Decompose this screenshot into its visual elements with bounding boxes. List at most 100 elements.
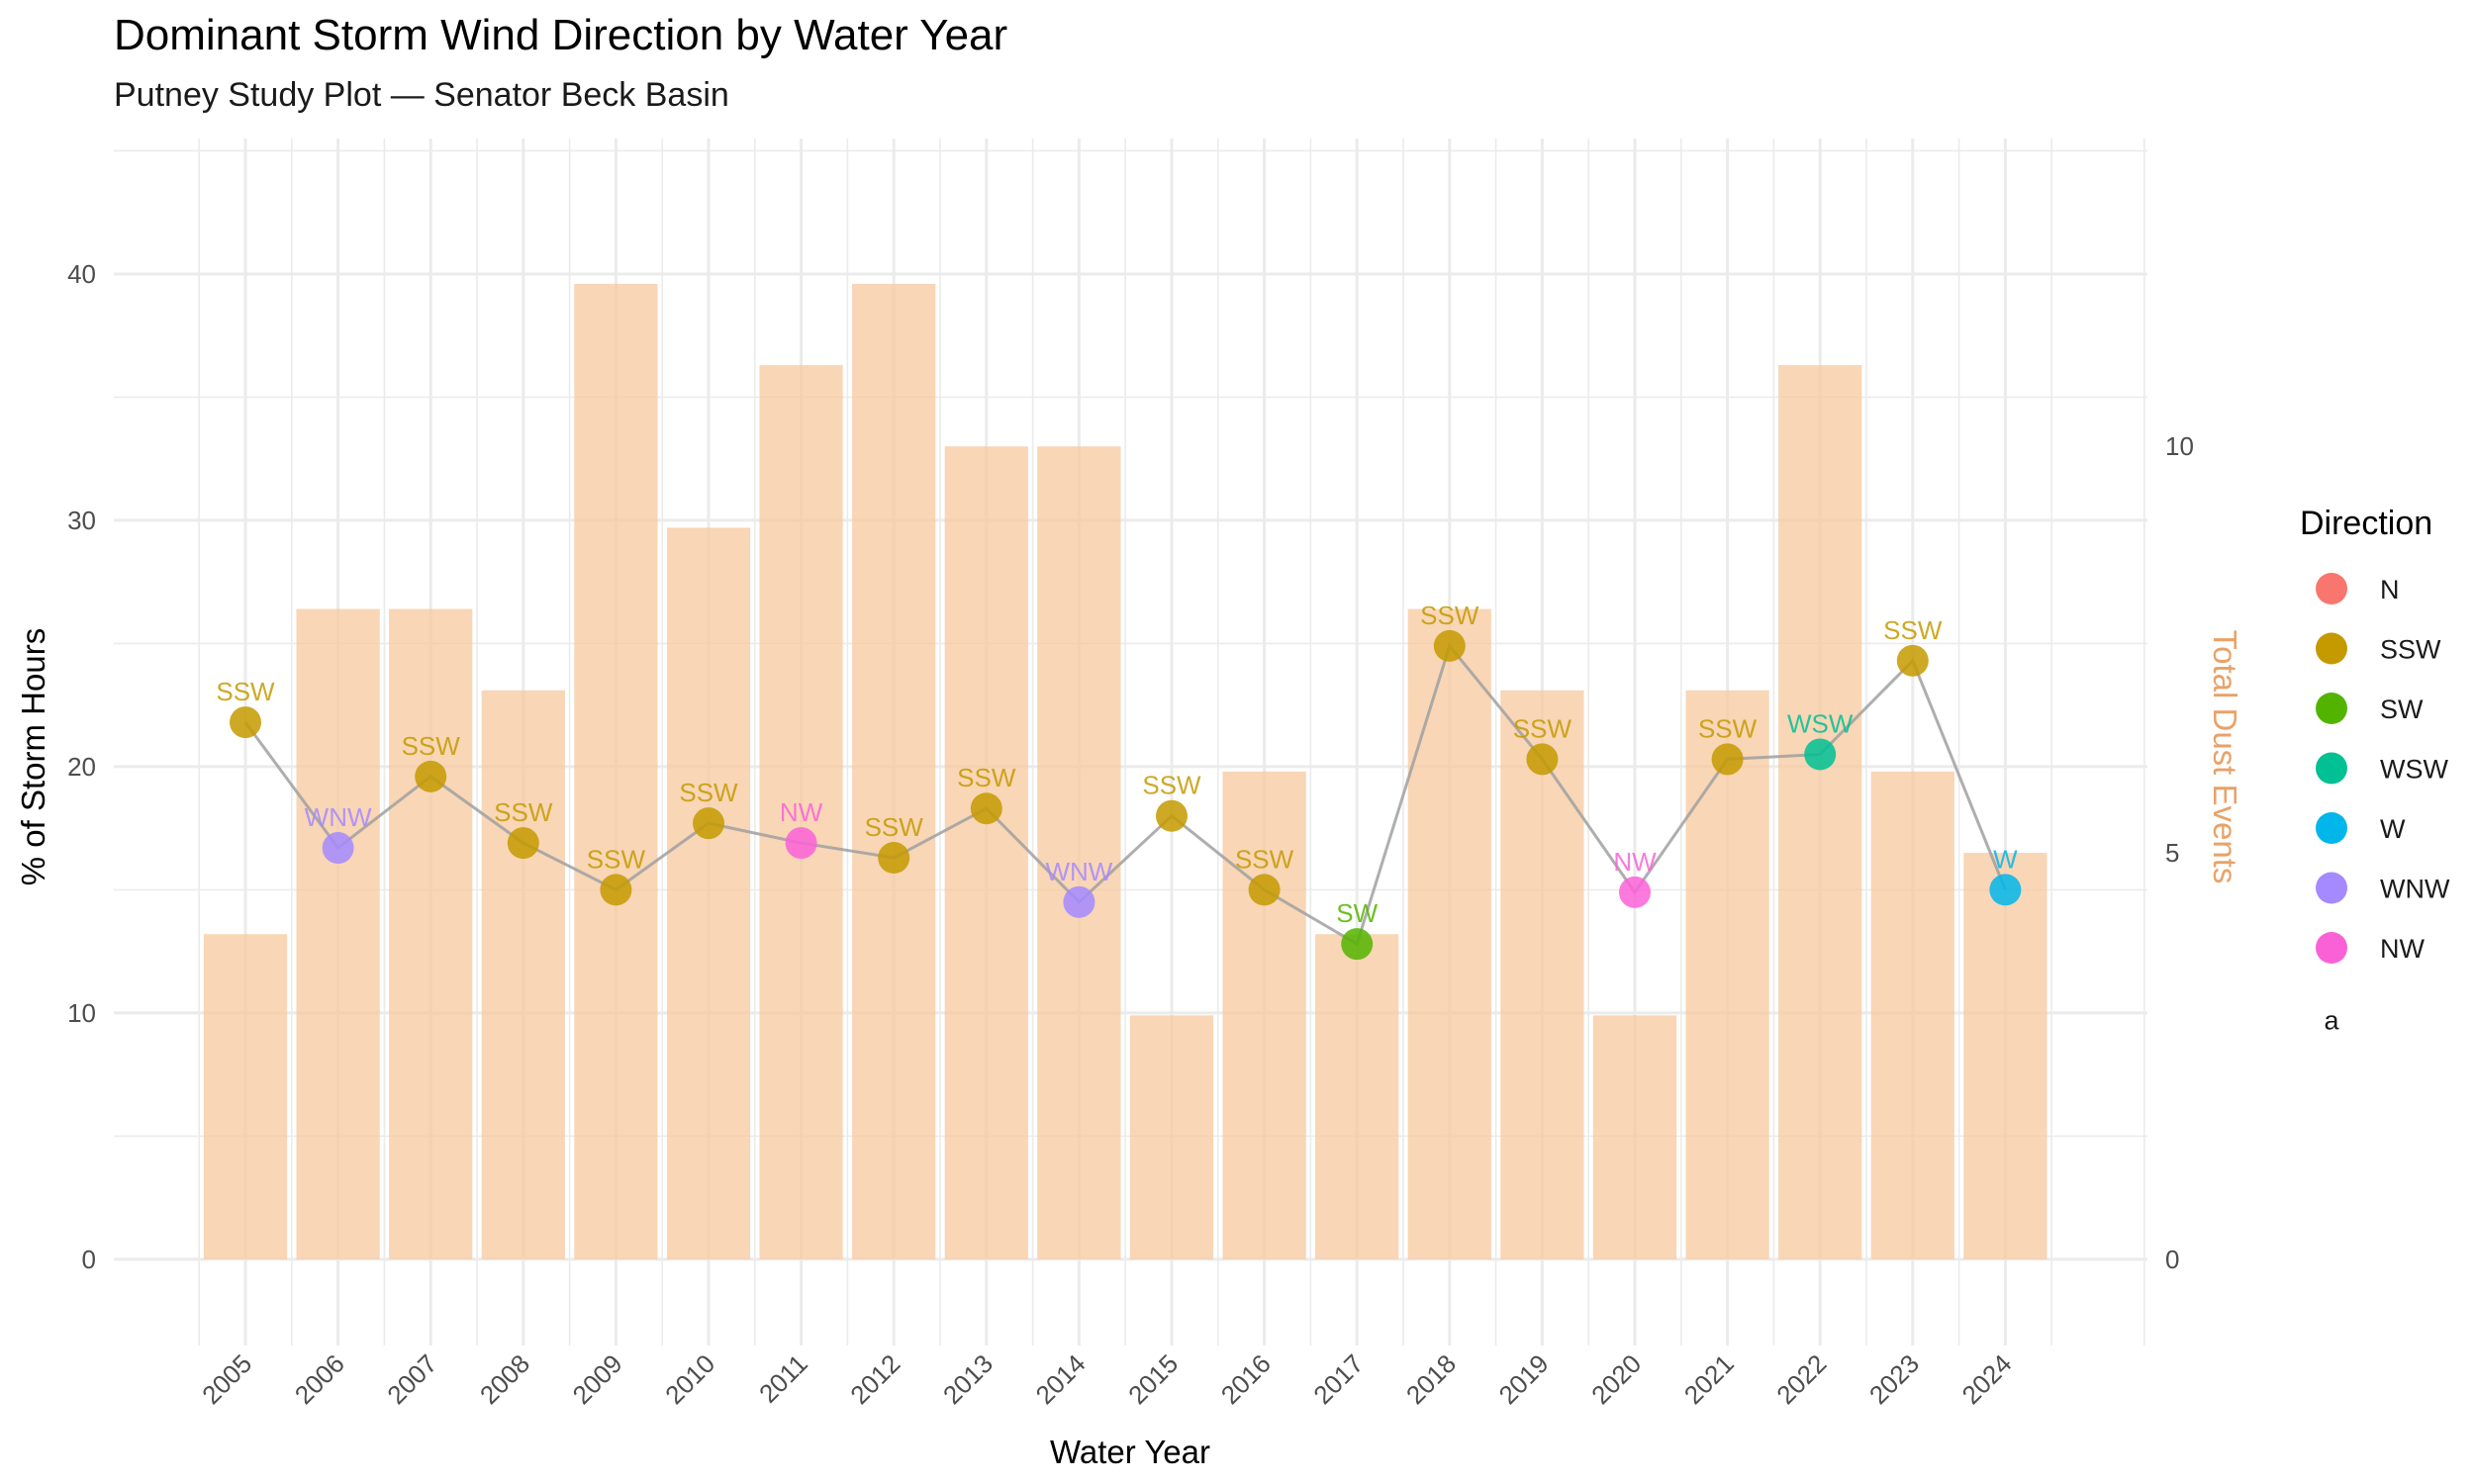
point-label-2024: W	[1993, 844, 2018, 874]
dust-bar-2012	[852, 283, 936, 1259]
x-tick-label-2010: 2010	[659, 1348, 720, 1410]
dust-event-bars	[203, 283, 2047, 1259]
dust-bar-2018	[1407, 608, 1491, 1259]
dust-bar-2005	[203, 934, 288, 1259]
point-2010	[693, 807, 724, 840]
point-2009	[600, 874, 632, 906]
dust-bar-2019	[1500, 690, 1584, 1259]
x-tick-label-2022: 2022	[1770, 1348, 1832, 1410]
legend: Direction N SSW SW WSW W WNW NW a	[2300, 505, 2450, 1036]
chart-title: Dominant Storm Wind Direction by Water Y…	[114, 11, 1007, 59]
point-label-2016: SSW	[1235, 844, 1294, 874]
point-label-2019: SSW	[1513, 713, 1572, 743]
point-label-2017: SW	[1336, 898, 1378, 928]
y-axis-title: % of Storm Hours	[15, 628, 51, 885]
point-label-2009: SSW	[587, 844, 646, 874]
point-2014	[1063, 885, 1095, 918]
dust-bar-2006	[296, 608, 380, 1259]
x-tick-label-2016: 2016	[1215, 1348, 1277, 1410]
dust-bar-2021	[1685, 690, 1769, 1259]
dust-bar-2007	[389, 608, 473, 1259]
point-2011	[785, 827, 817, 860]
point-label-2015: SSW	[1142, 771, 1201, 800]
legend-swatch-wnw	[2316, 872, 2347, 904]
chart-subtitle: Putney Study Plot — Senator Beck Basin	[114, 76, 729, 114]
dust-bar-2013	[944, 446, 1028, 1259]
point-label-2008: SSW	[494, 797, 553, 827]
point-2007	[415, 760, 447, 792]
y2-axis-title: Total Dust Events	[2207, 630, 2243, 884]
x-tick-label-2007: 2007	[381, 1348, 442, 1410]
dust-bar-2020	[1592, 1015, 1677, 1259]
point-label-2023: SSW	[1883, 615, 1943, 645]
dust-bar-2014	[1037, 446, 1121, 1259]
x-tick-label-2017: 2017	[1307, 1348, 1369, 1410]
dust-bar-2024	[1963, 853, 2047, 1259]
legend-swatch-n	[2316, 573, 2347, 604]
point-label-2013: SSW	[957, 763, 1016, 792]
y-tick-label: 30	[67, 506, 96, 535]
legend-label-wsw: WSW	[2380, 755, 2448, 785]
dust-bar-2017	[1315, 934, 1399, 1259]
x-tick-label-2008: 2008	[474, 1348, 535, 1410]
x-tick-label-2009: 2009	[567, 1348, 628, 1410]
dust-bar-2015	[1129, 1015, 1214, 1259]
point-2012	[878, 842, 910, 875]
dust-bar-2016	[1222, 771, 1306, 1259]
point-label-2012: SSW	[865, 812, 924, 842]
point-label-2011: NW	[780, 797, 823, 827]
point-label-2020: NW	[1613, 847, 1657, 877]
point-2022	[1804, 738, 1837, 771]
legend-label-sw: SW	[2380, 695, 2424, 724]
point-label-2006: WNW	[305, 802, 372, 832]
y-tick-label: 40	[67, 259, 96, 289]
point-2013	[970, 792, 1002, 825]
x-tick-label-2019: 2019	[1493, 1348, 1555, 1410]
legend-title: Direction	[2300, 505, 2432, 542]
legend-swatch-nw	[2316, 932, 2347, 964]
dust-bar-2011	[759, 365, 843, 1259]
legend-label-nw: NW	[2380, 934, 2425, 964]
legend-label-wnw: WNW	[2380, 875, 2450, 904]
point-2018	[1433, 629, 1466, 662]
point-label-2010: SSW	[679, 778, 738, 807]
legend-swatch-ssw	[2316, 632, 2347, 665]
x-tick-label-2021: 2021	[1678, 1348, 1740, 1410]
storm-hours-line	[243, 642, 2007, 947]
y2-tick-label: 5	[2165, 838, 2179, 868]
storm-hours-polyline	[243, 642, 2007, 947]
dust-bar-2022	[1778, 365, 1862, 1259]
point-label-2018: SSW	[1420, 601, 1479, 630]
point-2015	[1156, 799, 1188, 832]
dust-bar-2010	[666, 527, 751, 1259]
y-tick-label: 20	[67, 752, 96, 782]
x-tick-label-2011: 2011	[753, 1348, 813, 1409]
point-2017	[1341, 928, 1374, 961]
dust-bar-2023	[1870, 771, 1954, 1259]
point-2020	[1619, 876, 1651, 908]
y2-tick-label: 0	[2165, 1245, 2179, 1274]
y-tick-label: 0	[82, 1245, 96, 1274]
legend-label-w: W	[2380, 814, 2406, 844]
y2-tick-label: 10	[2165, 431, 2194, 461]
x-tick-label-2013: 2013	[937, 1348, 999, 1410]
legend-label-n: N	[2380, 575, 2400, 604]
y-axis-right-ticks: 0 5 10	[2165, 431, 2194, 1274]
y-axis-left-ticks: 0 10 20 30 40	[67, 259, 96, 1274]
legend-label-ssw: SSW	[2380, 635, 2441, 665]
x-tick-label-2015: 2015	[1122, 1348, 1184, 1410]
point-2019	[1526, 743, 1559, 776]
point-label-2022: WSW	[1787, 708, 1854, 738]
x-axis-ticks: 2005 2006 2007 2008 2009 2010 2011 2012 2013 2014…	[196, 1348, 2018, 1410]
y-tick-label: 10	[67, 998, 96, 1028]
x-tick-label-2005: 2005	[196, 1348, 257, 1410]
x-tick-label-2014: 2014	[1030, 1348, 1092, 1410]
x-tick-label-2024: 2024	[1956, 1348, 2018, 1410]
x-axis-title: Water Year	[1050, 1434, 1210, 1470]
point-label-2005: SSW	[216, 677, 275, 706]
x-tick-label-2006: 2006	[289, 1348, 350, 1410]
legend-swatch-w	[2316, 812, 2347, 844]
x-tick-label-2020: 2020	[1585, 1348, 1647, 1410]
